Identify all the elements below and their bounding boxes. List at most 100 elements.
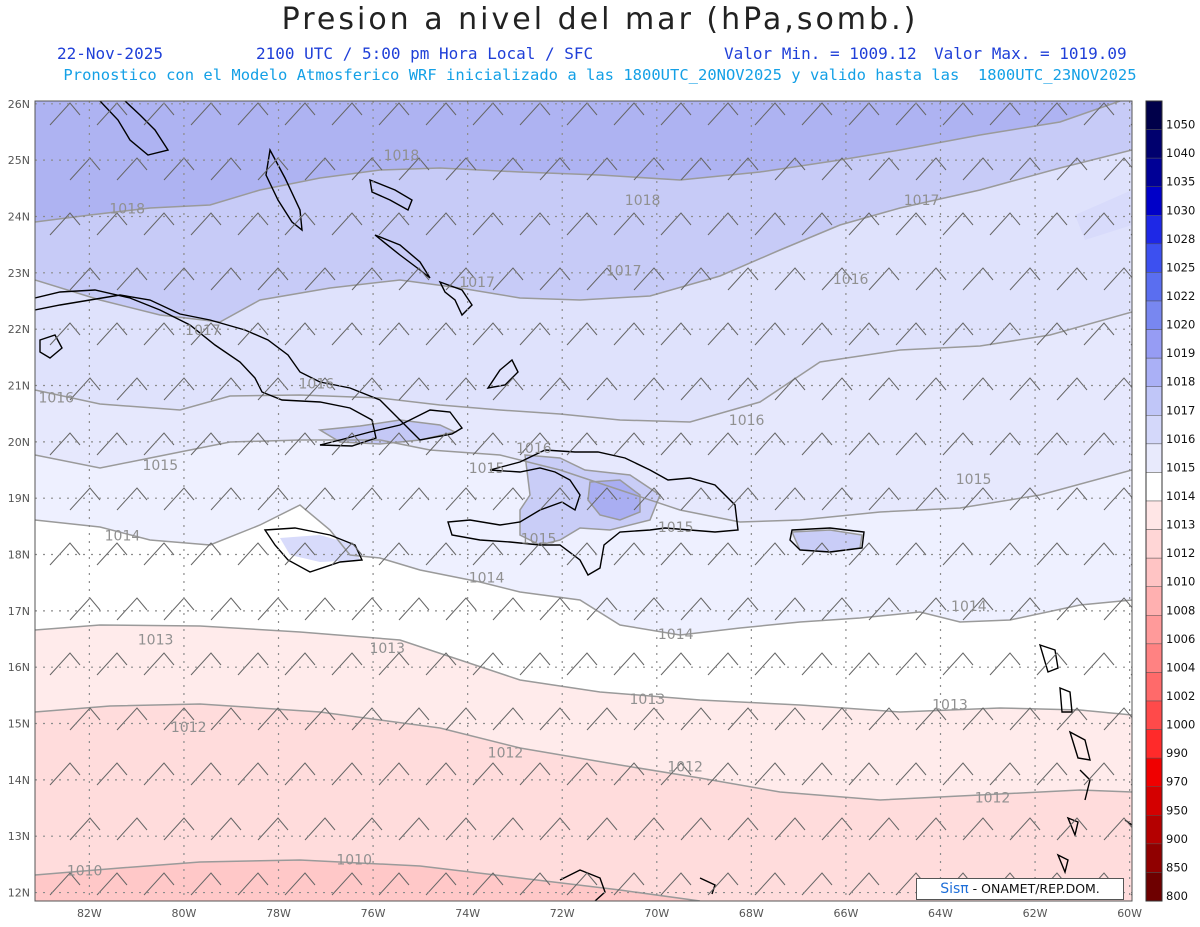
colorbar-swatch bbox=[1145, 672, 1163, 702]
turks-caicos bbox=[486, 358, 519, 389]
florida-coast bbox=[99, 101, 170, 156]
lon-label: 60W bbox=[1117, 907, 1142, 920]
contour-label: 1018 bbox=[625, 193, 661, 209]
colorbar-swatch bbox=[1145, 215, 1163, 245]
contour-label: 1010 bbox=[67, 864, 103, 880]
colorbar-swatch bbox=[1145, 586, 1163, 616]
colorbar-label: 1014 bbox=[1166, 489, 1195, 503]
contour-label: 1012 bbox=[975, 790, 1011, 806]
lat-label: 12N bbox=[8, 887, 30, 900]
colorbar-swatch bbox=[1145, 843, 1163, 873]
colorbar-swatch bbox=[1145, 329, 1163, 359]
colorbar-label: 970 bbox=[1166, 775, 1188, 789]
map-area: 1018 1018 1018 1017 1017 1017 1017 1016 1016 1016… bbox=[35, 101, 1132, 901]
colorbar-label: 900 bbox=[1166, 832, 1188, 846]
colorbar: 1050 1040 1035 1030 1028 1025 1022 1020 1019 1018… bbox=[1145, 100, 1195, 903]
bahamas-3 bbox=[438, 280, 473, 317]
colorbar-swatch bbox=[1145, 872, 1163, 902]
bahamas-2 bbox=[374, 234, 431, 279]
venezuela-coast bbox=[559, 769, 1132, 901]
lat-label: 13N bbox=[8, 830, 30, 843]
lat-label: 18N bbox=[8, 549, 30, 562]
lon-label: 76W bbox=[361, 907, 386, 920]
credit-box: Sisπ - ONAMET/REP.DOM. bbox=[916, 878, 1124, 900]
lat-label: 16N bbox=[8, 661, 30, 674]
lat-label: 24N bbox=[8, 210, 30, 223]
contour-label: 1013 bbox=[138, 633, 174, 649]
jamaica-coast bbox=[263, 527, 364, 573]
hispaniola-high-2 bbox=[588, 480, 640, 520]
colorbar-label: 1019 bbox=[1166, 346, 1195, 360]
band-1018 bbox=[35, 101, 1120, 222]
colorbar-label: 1017 bbox=[1166, 403, 1195, 417]
colorbar-label: 1022 bbox=[1166, 289, 1195, 303]
contour-label: 1012 bbox=[667, 759, 703, 775]
band-1012 bbox=[35, 704, 1132, 901]
lat-label: 20N bbox=[8, 436, 30, 449]
andros bbox=[265, 147, 303, 232]
lon-label: 66W bbox=[833, 907, 858, 920]
colorbar-label: 1013 bbox=[1166, 518, 1195, 532]
cuba-high bbox=[320, 420, 455, 444]
colorbar-swatch bbox=[1145, 243, 1163, 273]
model-info: Pronostico con el Modelo Atmosferico WRF… bbox=[63, 66, 1137, 84]
colorbar-label: 1025 bbox=[1166, 260, 1195, 274]
colorbar-swatch bbox=[1145, 443, 1163, 473]
contour-label: 1013 bbox=[630, 692, 666, 708]
colorbar-swatch bbox=[1145, 529, 1163, 559]
contour-label: 1016 bbox=[38, 390, 74, 406]
colorbar-label: 1006 bbox=[1166, 632, 1195, 646]
lon-label: 64W bbox=[928, 907, 953, 920]
lat-label: 25N bbox=[8, 154, 30, 167]
contour-label: 1018 bbox=[109, 202, 145, 218]
contour-label: 1014 bbox=[469, 571, 505, 587]
lon-label: 62W bbox=[1023, 907, 1048, 920]
colorbar-label: 800 bbox=[1166, 889, 1188, 903]
colorbar-label: 1028 bbox=[1166, 232, 1195, 246]
colorbar-swatch bbox=[1145, 700, 1163, 730]
min-value: Valor Min. = 1009.12 bbox=[724, 44, 917, 63]
contour-label: 1012 bbox=[488, 745, 524, 761]
band-1016-local bbox=[1075, 190, 1132, 240]
band-1010 bbox=[35, 860, 700, 901]
colorbar-swatch bbox=[1145, 357, 1163, 387]
lon-label: 70W bbox=[644, 907, 669, 920]
contour-label: 1015 bbox=[142, 458, 178, 474]
cuba-coast bbox=[35, 289, 464, 447]
lon-label: 82W bbox=[77, 907, 102, 920]
contour-label: 1014 bbox=[105, 528, 141, 544]
colorbar-swatch bbox=[1145, 557, 1163, 587]
colorbar-swatch bbox=[1145, 643, 1163, 673]
lat-label: 22N bbox=[8, 323, 30, 336]
lat-label: 17N bbox=[8, 605, 30, 618]
axis-labels: 82W 80W 78W 76W 74W 72W 70W 68W 66W 64W 62W 60W 26N 2… bbox=[8, 98, 1142, 920]
colorbar-label: 1004 bbox=[1166, 660, 1195, 674]
contour-label: 1017 bbox=[185, 323, 221, 339]
contour-label: 1016 bbox=[299, 376, 335, 392]
lat-label: 26N bbox=[8, 98, 30, 111]
colorbar-swatch bbox=[1145, 186, 1163, 216]
colorbar-label: 1050 bbox=[1166, 118, 1195, 132]
colorbar-swatch bbox=[1145, 386, 1163, 416]
lat-label: 15N bbox=[8, 718, 30, 731]
contour-label: 1013 bbox=[932, 697, 968, 713]
colorbar-label: 1016 bbox=[1166, 432, 1195, 446]
bahamas-1 bbox=[369, 178, 413, 211]
colorbar-label: 950 bbox=[1166, 803, 1188, 817]
colorbar-swatch bbox=[1145, 300, 1163, 330]
lon-label: 80W bbox=[172, 907, 197, 920]
colorbar-label: 1040 bbox=[1166, 146, 1195, 160]
contour-label: 1018 bbox=[384, 148, 420, 164]
lat-label: 14N bbox=[8, 774, 30, 787]
colorbar-label: 1008 bbox=[1166, 603, 1195, 617]
pr-high bbox=[792, 530, 862, 552]
lon-label: 68W bbox=[739, 907, 764, 920]
lon-label: 78W bbox=[266, 907, 291, 920]
contour-label: 1016 bbox=[729, 413, 765, 429]
forecast-date: 22-Nov-2025 bbox=[57, 44, 163, 63]
lon-label: 74W bbox=[455, 907, 480, 920]
colorbar-label: 990 bbox=[1166, 746, 1188, 760]
colorbar-swatch bbox=[1145, 272, 1163, 302]
contour-label: 1016 bbox=[516, 441, 552, 457]
